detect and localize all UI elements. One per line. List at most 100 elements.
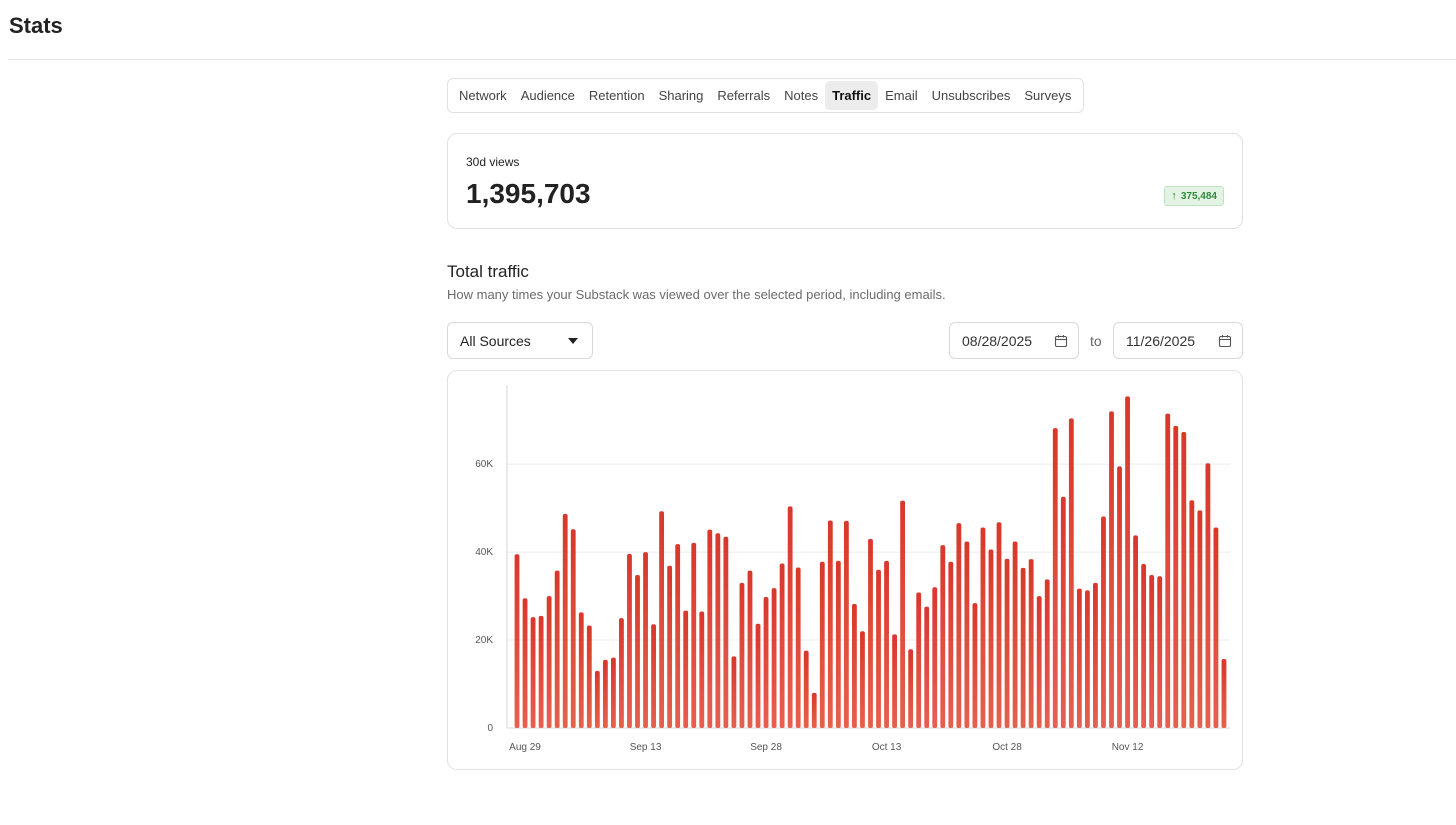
traffic-bar[interactable] bbox=[683, 610, 689, 728]
traffic-bar[interactable] bbox=[699, 611, 705, 728]
traffic-bar[interactable] bbox=[1189, 500, 1195, 728]
traffic-bar[interactable] bbox=[1149, 574, 1155, 728]
traffic-bar[interactable] bbox=[562, 513, 568, 728]
traffic-bar[interactable] bbox=[1020, 567, 1026, 728]
traffic-bar[interactable] bbox=[723, 536, 729, 728]
traffic-bar[interactable] bbox=[691, 542, 697, 728]
source-select[interactable]: All Sources bbox=[447, 322, 593, 359]
traffic-bar[interactable] bbox=[538, 615, 544, 728]
traffic-bar[interactable] bbox=[715, 533, 721, 728]
traffic-bar[interactable] bbox=[1213, 527, 1219, 728]
traffic-bar[interactable] bbox=[892, 634, 897, 728]
traffic-bar[interactable] bbox=[843, 520, 849, 728]
traffic-bar[interactable] bbox=[884, 560, 889, 728]
traffic-bar[interactable] bbox=[795, 567, 801, 728]
traffic-bar[interactable] bbox=[619, 618, 624, 728]
traffic-bar[interactable] bbox=[1109, 411, 1114, 728]
traffic-bar[interactable] bbox=[1076, 588, 1082, 728]
traffic-bar[interactable] bbox=[530, 617, 536, 728]
traffic-bar[interactable] bbox=[578, 612, 584, 728]
traffic-bar[interactable] bbox=[1093, 582, 1098, 728]
traffic-bar[interactable] bbox=[731, 656, 737, 728]
traffic-bar[interactable] bbox=[908, 649, 914, 728]
traffic-bar[interactable] bbox=[779, 563, 785, 728]
date-to-input[interactable]: 11/26/2025 bbox=[1113, 322, 1243, 359]
date-from-input[interactable]: 08/28/2025 bbox=[949, 322, 1079, 359]
traffic-bar[interactable] bbox=[803, 650, 809, 728]
traffic-bar[interactable] bbox=[643, 552, 648, 728]
traffic-bar[interactable] bbox=[1052, 428, 1058, 728]
calendar-icon[interactable] bbox=[1218, 334, 1232, 348]
traffic-bar[interactable] bbox=[1012, 541, 1018, 728]
traffic-bar[interactable] bbox=[1101, 516, 1106, 728]
traffic-bar[interactable] bbox=[964, 541, 970, 728]
traffic-bar[interactable] bbox=[1068, 418, 1074, 728]
calendar-icon[interactable] bbox=[1054, 334, 1068, 348]
tab-network[interactable]: Network bbox=[459, 88, 507, 103]
traffic-bar[interactable] bbox=[996, 522, 1002, 728]
traffic-bar[interactable] bbox=[651, 624, 656, 728]
traffic-bar[interactable] bbox=[1173, 425, 1179, 728]
traffic-bar[interactable] bbox=[1181, 432, 1187, 728]
traffic-bar[interactable] bbox=[747, 570, 753, 728]
traffic-bar[interactable] bbox=[522, 598, 528, 728]
traffic-bar[interactable] bbox=[972, 603, 978, 728]
traffic-bar[interactable] bbox=[1084, 590, 1090, 728]
traffic-bar[interactable] bbox=[771, 588, 777, 728]
traffic-bar[interactable] bbox=[594, 670, 600, 728]
traffic-bar[interactable] bbox=[916, 592, 922, 728]
traffic-bar[interactable] bbox=[932, 587, 938, 728]
tab-audience[interactable]: Audience bbox=[520, 88, 575, 103]
traffic-bar[interactable] bbox=[924, 606, 930, 728]
tab-retention[interactable]: Retention bbox=[588, 88, 645, 103]
traffic-bar[interactable] bbox=[627, 553, 632, 728]
traffic-bar[interactable] bbox=[739, 582, 745, 728]
traffic-bar[interactable] bbox=[811, 692, 817, 728]
traffic-bar[interactable] bbox=[1157, 576, 1163, 728]
traffic-bar[interactable] bbox=[1133, 535, 1139, 728]
traffic-bar[interactable] bbox=[940, 545, 946, 728]
tab-sharing[interactable]: Sharing bbox=[658, 88, 704, 103]
traffic-bar[interactable] bbox=[675, 544, 681, 728]
traffic-bar[interactable] bbox=[667, 565, 673, 728]
tab-traffic[interactable]: Traffic bbox=[825, 81, 879, 110]
traffic-bar[interactable] bbox=[948, 561, 954, 728]
tab-referrals[interactable]: Referrals bbox=[717, 88, 771, 103]
tab-notes[interactable]: Notes bbox=[784, 88, 819, 103]
tab-email[interactable]: Email bbox=[885, 88, 918, 103]
tab-surveys[interactable]: Surveys bbox=[1024, 88, 1072, 103]
traffic-bar[interactable] bbox=[1117, 466, 1122, 728]
traffic-bar[interactable] bbox=[988, 549, 994, 728]
traffic-bar[interactable] bbox=[1197, 510, 1203, 728]
traffic-bar[interactable] bbox=[659, 511, 665, 728]
traffic-bar[interactable] bbox=[707, 529, 713, 728]
traffic-bar[interactable] bbox=[900, 500, 906, 728]
traffic-bar[interactable] bbox=[980, 527, 986, 728]
traffic-bar[interactable] bbox=[610, 657, 616, 728]
traffic-bar[interactable] bbox=[546, 596, 552, 728]
traffic-bar[interactable] bbox=[827, 520, 833, 728]
traffic-bar[interactable] bbox=[1004, 558, 1010, 728]
traffic-bar[interactable] bbox=[1205, 463, 1211, 728]
traffic-bar[interactable] bbox=[1060, 496, 1066, 728]
tab-unsubscribes[interactable]: Unsubscribes bbox=[931, 88, 1011, 103]
traffic-bar[interactable] bbox=[1141, 563, 1147, 728]
traffic-bar[interactable] bbox=[956, 523, 962, 728]
traffic-bar[interactable] bbox=[763, 596, 769, 728]
traffic-bar[interactable] bbox=[1221, 658, 1227, 728]
traffic-bar[interactable] bbox=[570, 529, 576, 728]
traffic-bar[interactable] bbox=[602, 659, 608, 728]
traffic-bar[interactable] bbox=[586, 625, 592, 728]
traffic-bar[interactable] bbox=[1165, 413, 1171, 728]
traffic-bar[interactable] bbox=[1044, 579, 1050, 728]
traffic-bar[interactable] bbox=[868, 538, 873, 728]
traffic-bar[interactable] bbox=[1125, 396, 1130, 728]
traffic-bar[interactable] bbox=[514, 554, 520, 728]
traffic-bar[interactable] bbox=[635, 574, 640, 728]
traffic-bar[interactable] bbox=[1028, 559, 1034, 728]
traffic-bar[interactable] bbox=[860, 631, 865, 728]
traffic-bar[interactable] bbox=[554, 570, 560, 728]
traffic-bar[interactable] bbox=[876, 569, 881, 728]
traffic-bar[interactable] bbox=[787, 506, 793, 728]
traffic-bar[interactable] bbox=[1036, 596, 1042, 728]
